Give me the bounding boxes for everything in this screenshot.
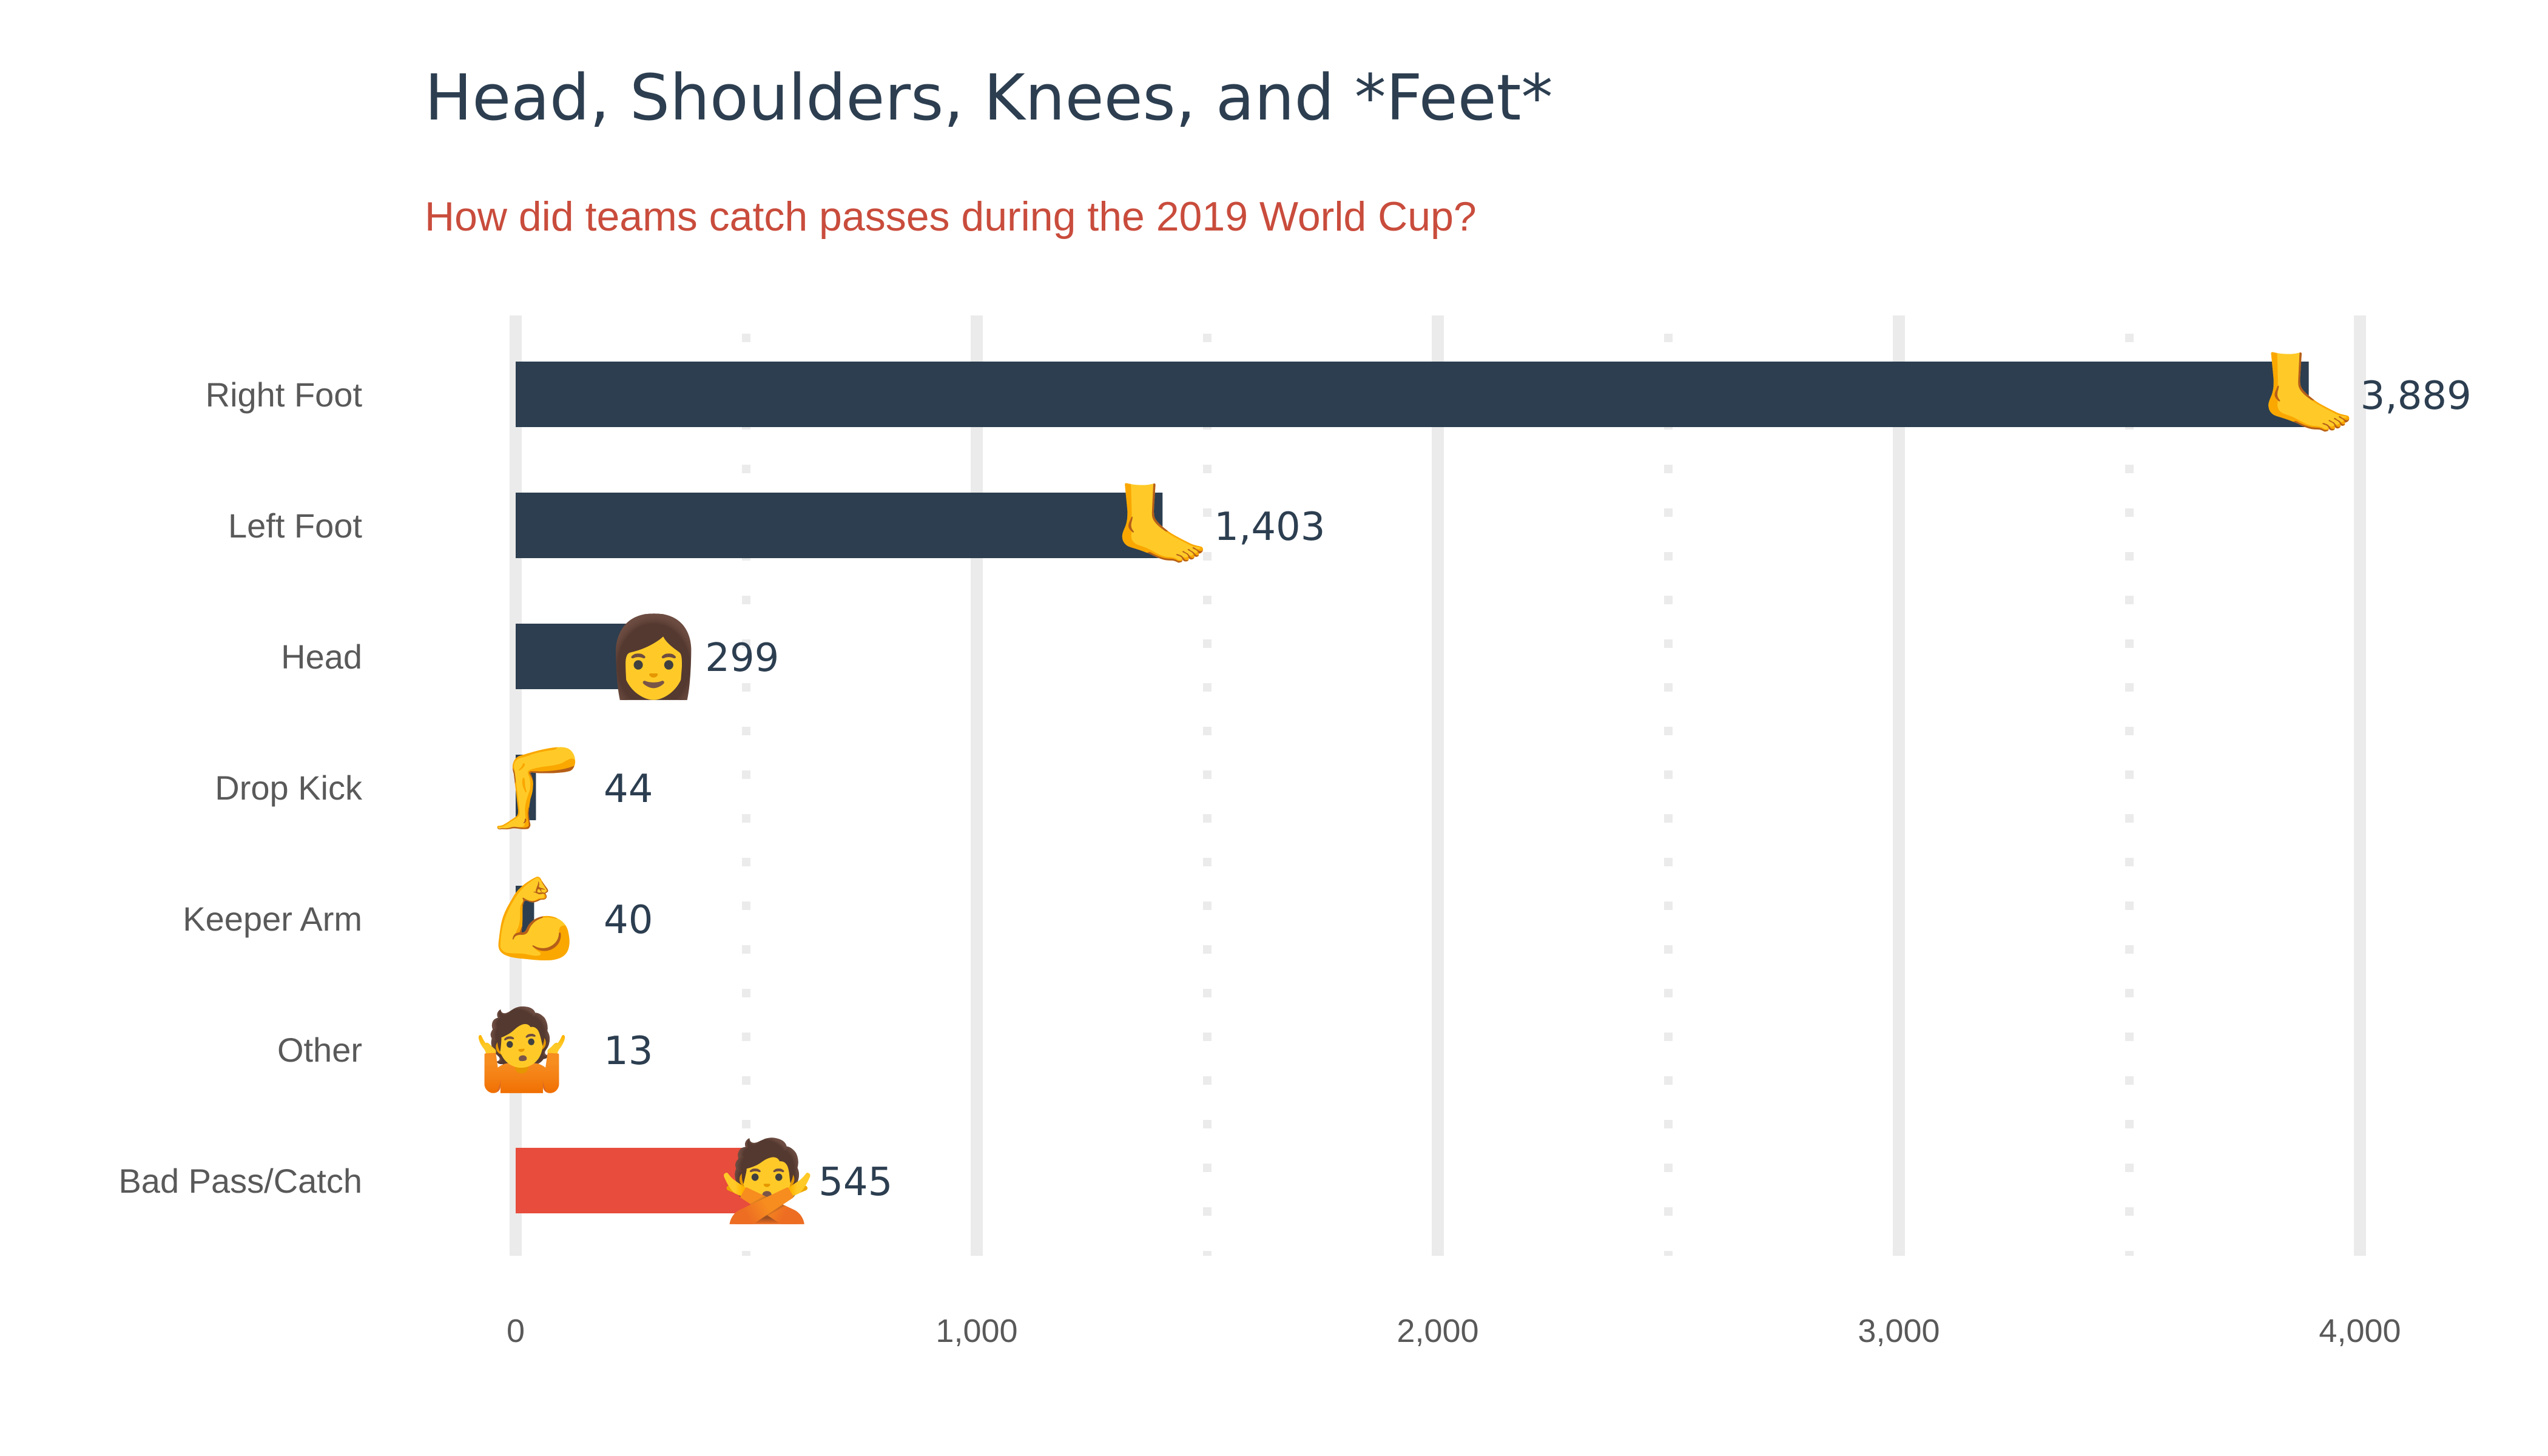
emoji-marker: 🦶 xyxy=(2260,348,2358,440)
x-tick-label: 3,000 xyxy=(1858,1313,1940,1349)
x-tick-label: 2,000 xyxy=(1397,1313,1478,1349)
chart-subtitle: How did teams catch passes during the 20… xyxy=(425,194,1477,240)
bar xyxy=(516,493,1163,558)
emoji-marker: 👩 xyxy=(604,610,703,703)
x-tick-label: 1,000 xyxy=(935,1313,1017,1349)
value-label: 299 xyxy=(705,636,779,681)
emoji-marker: 💪 xyxy=(485,872,583,965)
emoji-marker: 🦶 xyxy=(1113,479,1212,571)
emoji-marker: 🦵 xyxy=(487,741,585,834)
value-label: 3,889 xyxy=(2361,374,2472,419)
category-label: Right Foot xyxy=(206,376,363,414)
bar xyxy=(516,362,2309,427)
value-label: 44 xyxy=(604,767,653,812)
category-label: Other xyxy=(277,1031,362,1069)
emoji-marker: 🙅 xyxy=(718,1134,816,1227)
value-label: 1,403 xyxy=(1214,505,1325,550)
x-tick-label: 4,000 xyxy=(2319,1313,2401,1349)
value-label: 545 xyxy=(818,1160,892,1205)
chart-title: Head, Shoulders, Knees, and *Feet* xyxy=(425,61,1553,135)
category-label: Head xyxy=(281,638,362,676)
bar xyxy=(516,624,654,689)
value-label: 13 xyxy=(604,1029,653,1074)
bars xyxy=(516,362,2309,1213)
bar xyxy=(516,755,536,820)
gridlines xyxy=(510,315,2366,1256)
bar xyxy=(516,886,534,951)
value-label: 40 xyxy=(604,898,653,943)
x-tick-label: 0 xyxy=(507,1313,525,1349)
bar xyxy=(516,1148,767,1213)
category-label: Keeper Arm xyxy=(183,900,362,938)
category-label: Bad Pass/Catch xyxy=(118,1162,362,1200)
category-label: Left Foot xyxy=(228,507,362,545)
category-label: Drop Kick xyxy=(215,769,363,807)
bar xyxy=(516,1017,522,1082)
emoji-marker: 🤷 xyxy=(473,1003,571,1096)
